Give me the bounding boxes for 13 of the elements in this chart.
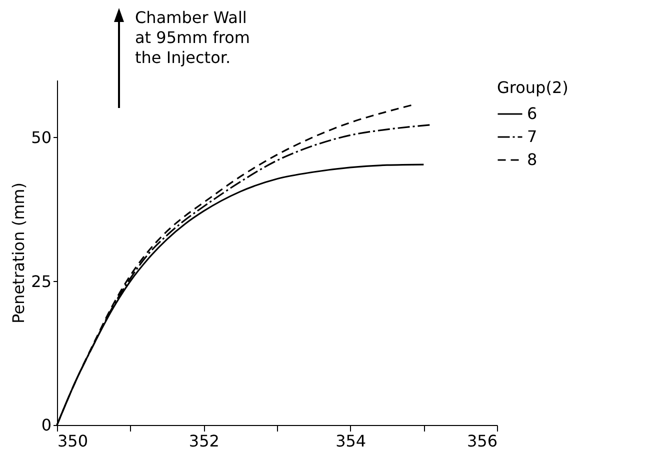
y-axis-title: Penetration (mm) [9,182,28,324]
legend-label: 8 [527,150,538,169]
text: Chamber Wall at 95mm from the Injector. [135,8,252,68]
legend-label: 7 [527,127,538,146]
legend-label: 6 [527,104,538,123]
y-tick-label: 50 [31,128,52,147]
x-tick-label: 356 [466,432,498,450]
y-tick-label: 0 [41,416,52,434]
legend-title: Group(2) [497,78,568,97]
y-tick-label: 25 [31,272,52,291]
x-tick-label: 352 [188,432,220,450]
x-tick-label: 350 [58,432,88,450]
x-tick-label: 354 [336,432,366,450]
